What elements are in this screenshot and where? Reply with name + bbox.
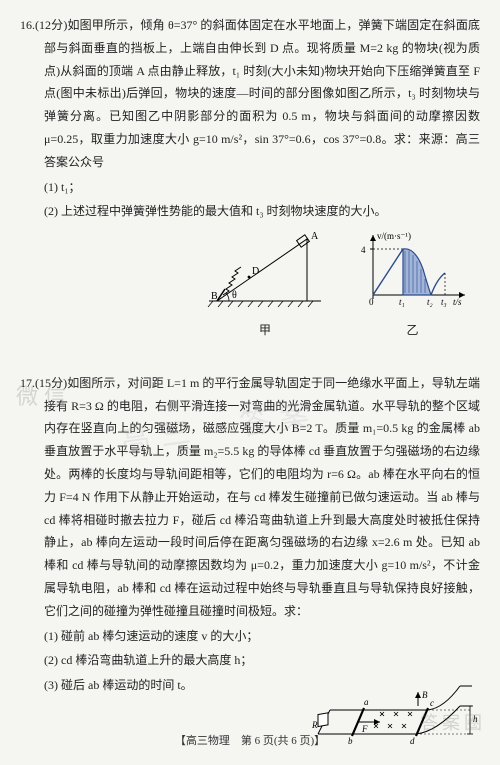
label-R: R (311, 720, 318, 730)
label-B: B (422, 690, 428, 700)
bfield-crosses (374, 712, 412, 728)
figure-vt-caption: 乙 (355, 319, 470, 342)
xtick-t2: t₂ (427, 297, 433, 307)
problem-16-q1: (1) t₁； (20, 176, 480, 199)
figure-incline: A D B θ 甲 (205, 229, 325, 342)
xtick-t1: t₁ (399, 297, 405, 307)
figure-vt-graph: 4 0 t₁ t₂ (355, 229, 470, 342)
ytick-4: 4 (361, 245, 366, 255)
label-D: D (252, 266, 259, 277)
label-B: B (211, 291, 218, 302)
xtick-t3: t₃ (441, 297, 447, 307)
label-a: a (364, 697, 369, 707)
ylabel: v/(m·s⁻¹) (377, 231, 411, 241)
incline-svg: A D B θ (205, 229, 325, 309)
problem-16-q2: (2) 上述过程中弹簧弹性势能的最大值和 t₃ 时刻物块速度的大小。 (20, 200, 480, 223)
label-theta: θ (232, 290, 237, 301)
vt-svg: 4 0 t₁ t₂ (355, 229, 470, 309)
problem-16: 16.(12分)如图甲所示，倾角 θ=37° 的斜面体固定在水平地面上，弹簧下端… (20, 14, 480, 342)
problem-17-q3: (3) 碰后 ab 棒运动的时间 t。 (20, 674, 304, 697)
label-A: A (311, 231, 319, 242)
figure-incline-caption: 甲 (205, 319, 325, 342)
problem-17-q2: (2) cd 棒沿弯曲轨道上升的最大高度 h； (20, 649, 480, 672)
xtick-0: 0 (369, 297, 374, 307)
problem-17: 17.(15分)如图所示，对间距 L=1 m 的平行金属导轨固定于同一绝缘水平面… (20, 372, 480, 765)
problem-16-text: 16.(12分)如图甲所示，倾角 θ=37° 的斜面体固定在水平地面上，弹簧下端… (20, 14, 480, 174)
problem-16-figures: A D B θ 甲 4 (20, 229, 480, 342)
page-footer: 【高三物理 第 6 页(共 6 页)】 (0, 731, 500, 752)
problem-17-q1: (1) 碰前 ab 棒匀速运动的速度 v 的大小； (20, 625, 480, 648)
xlabel: t/s (453, 297, 462, 307)
problem-17-text: 17.(15分)如图所示，对间距 L=1 m 的平行金属导轨固定于同一绝缘水平面… (20, 372, 480, 623)
label-c: c (430, 698, 434, 708)
label-h: h (473, 714, 478, 724)
